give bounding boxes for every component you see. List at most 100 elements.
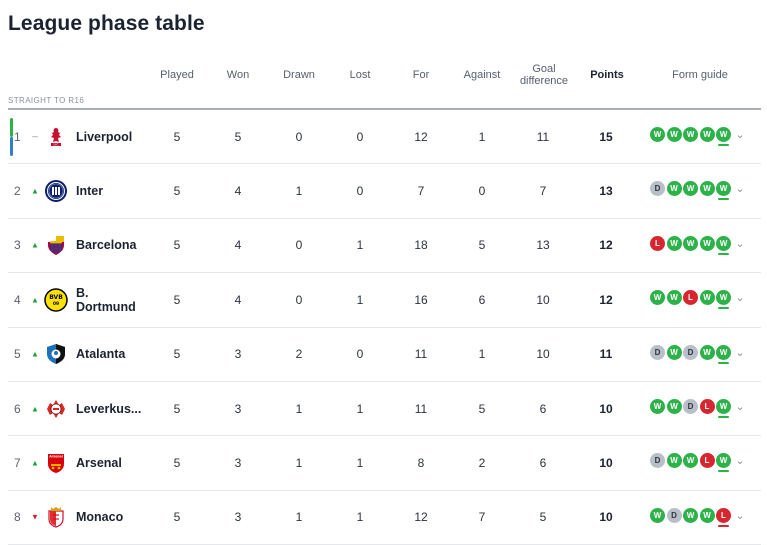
header-points[interactable]: Points [590, 69, 624, 81]
form-result-W[interactable]: W [666, 453, 682, 469]
team-name[interactable]: Inter [76, 184, 104, 199]
form-result-W[interactable]: W [683, 127, 698, 143]
team-name[interactable]: Monaco [76, 510, 124, 525]
header-lost[interactable]: Lost [349, 69, 371, 81]
form-result-W[interactable]: W [683, 181, 698, 197]
form-result-W[interactable]: W [699, 344, 715, 360]
position: 8 [14, 510, 21, 525]
form-result-L[interactable]: L [699, 399, 715, 415]
form-result-W[interactable]: W [683, 235, 698, 251]
stat-gd: 6 [539, 456, 547, 471]
form-result-W[interactable]: W [666, 344, 682, 360]
team-name[interactable]: Atalanta [76, 347, 126, 362]
form-result-W[interactable]: W [716, 235, 731, 255]
svg-text:Arsenal: Arsenal [49, 454, 63, 458]
form-result-W[interactable]: W [650, 290, 665, 306]
table-row[interactable]: 4 ▲ BVB 09 B. Dortmund 5 4 0 1 16 6 10 12 W W L W W ⌄ [8, 273, 761, 328]
chevron-down-icon[interactable]: ⌄ [735, 346, 745, 359]
form-result-L[interactable]: L [716, 507, 731, 527]
form-result-W[interactable]: W [699, 290, 715, 306]
team-name[interactable]: Leverkus... [76, 401, 142, 416]
team-name[interactable]: B. Dortmund [76, 285, 136, 314]
stat-for: 12 [414, 129, 428, 144]
stat-won: 3 [234, 456, 242, 471]
stat-for: 11 [414, 347, 428, 362]
form-result-W[interactable]: W [683, 507, 698, 523]
form-result-W[interactable]: W [699, 235, 715, 251]
form-result-W[interactable]: W [666, 127, 682, 143]
stat-played: 5 [173, 184, 181, 199]
form-result-W[interactable]: W [716, 181, 731, 201]
position: 2 [14, 184, 21, 199]
header-for[interactable]: For [412, 69, 430, 81]
stat-points: 12 [599, 238, 613, 253]
form-result-W[interactable]: W [699, 507, 715, 523]
form-result-W[interactable]: W [716, 453, 731, 473]
form-result-W[interactable]: W [699, 127, 715, 143]
form-result-L[interactable]: L [699, 453, 715, 469]
chevron-down-icon[interactable]: ⌄ [735, 129, 745, 142]
header-against[interactable]: Against [463, 69, 501, 81]
movement-up-icon: ▲ [31, 349, 39, 359]
chevron-down-icon[interactable]: ⌄ [735, 237, 745, 250]
leverkusen-crest-icon [44, 397, 68, 421]
table-row[interactable]: 7 ▲ Arsenal Arsenal 5 3 1 1 8 2 6 10 D W W L W ⌄ [8, 436, 761, 491]
stat-lost: 0 [356, 129, 364, 144]
form-result-D[interactable]: D [683, 399, 698, 415]
stat-for: 16 [414, 292, 428, 307]
stat-lost: 1 [356, 238, 364, 253]
chevron-down-icon[interactable]: ⌄ [735, 455, 745, 468]
form-result-W[interactable]: W [716, 290, 731, 310]
qualification-indicator [10, 118, 13, 137]
table-row[interactable]: 1– LFC Liverpool 5 5 0 0 12 1 11 15 W W W W W ⌄ [8, 110, 761, 165]
table-row[interactable]: 3 ▲ Barcelona 5 4 0 1 18 5 13 12 L W W W W ⌄ [8, 219, 761, 274]
stat-against: 7 [478, 510, 486, 525]
stat-played: 5 [173, 292, 181, 307]
chevron-down-icon[interactable]: ⌄ [735, 509, 745, 522]
form-result-W[interactable]: W [716, 399, 731, 419]
position: 6 [14, 401, 21, 416]
form-result-W[interactable]: W [650, 127, 665, 143]
form-result-W[interactable]: W [666, 290, 682, 306]
team-name[interactable]: Liverpool [76, 129, 133, 144]
header-drawn[interactable]: Drawn [283, 69, 315, 81]
form-result-W[interactable]: W [699, 181, 715, 197]
position: 5 [14, 347, 21, 362]
chevron-down-icon[interactable]: ⌄ [735, 183, 745, 196]
form-result-W[interactable]: W [716, 344, 731, 364]
form-result-D[interactable]: D [650, 181, 665, 197]
stat-drawn: 0 [295, 238, 303, 253]
position: 7 [14, 456, 21, 471]
form-result-W[interactable]: W [666, 399, 682, 415]
stat-drawn: 0 [295, 129, 303, 144]
header-played[interactable]: Played [160, 69, 194, 81]
team-name[interactable]: Arsenal [76, 456, 122, 471]
table-row[interactable]: 8 ▼ Monaco 5 3 1 1 12 7 5 10 W D W W L ⌄ [8, 491, 761, 545]
form-result-L[interactable]: L [650, 235, 665, 251]
form-result-D[interactable]: D [650, 344, 665, 360]
table-row[interactable]: 2 ▲ Inter 5 4 1 0 7 0 7 13 D W W W W ⌄ [8, 164, 761, 219]
chevron-down-icon[interactable]: ⌄ [735, 292, 745, 305]
form-result-W[interactable]: W [650, 399, 665, 415]
form-result-D[interactable]: D [666, 507, 682, 523]
stat-against: 5 [478, 401, 486, 416]
form-result-W[interactable]: W [683, 453, 698, 469]
form-result-D[interactable]: D [650, 453, 665, 469]
header-goal-difference[interactable]: Goal difference [514, 63, 574, 87]
form-result-W[interactable]: W [650, 507, 665, 523]
form-result-W[interactable]: W [716, 127, 731, 147]
chevron-down-icon[interactable]: ⌄ [735, 401, 745, 414]
liverpool-crest-icon: LFC [44, 125, 68, 149]
header-won[interactable]: Won [226, 69, 250, 81]
table-row[interactable]: 6 ▲ Leverkus... 5 3 1 1 11 5 6 10 W W D L W ⌄ [8, 382, 761, 437]
stat-drawn: 1 [295, 401, 303, 416]
team-name[interactable]: Barcelona [76, 238, 137, 253]
stat-drawn: 2 [295, 347, 303, 362]
form-result-W[interactable]: W [666, 235, 682, 251]
form-result-D[interactable]: D [683, 344, 698, 360]
table-row[interactable]: 5 ▲ Atalanta 5 3 2 0 11 1 10 11 D W D W W ⌄ [8, 328, 761, 382]
arsenal-crest-icon: Arsenal [44, 451, 68, 475]
stat-gd: 13 [536, 238, 550, 253]
form-result-W[interactable]: W [666, 181, 682, 197]
form-result-L[interactable]: L [683, 290, 698, 306]
